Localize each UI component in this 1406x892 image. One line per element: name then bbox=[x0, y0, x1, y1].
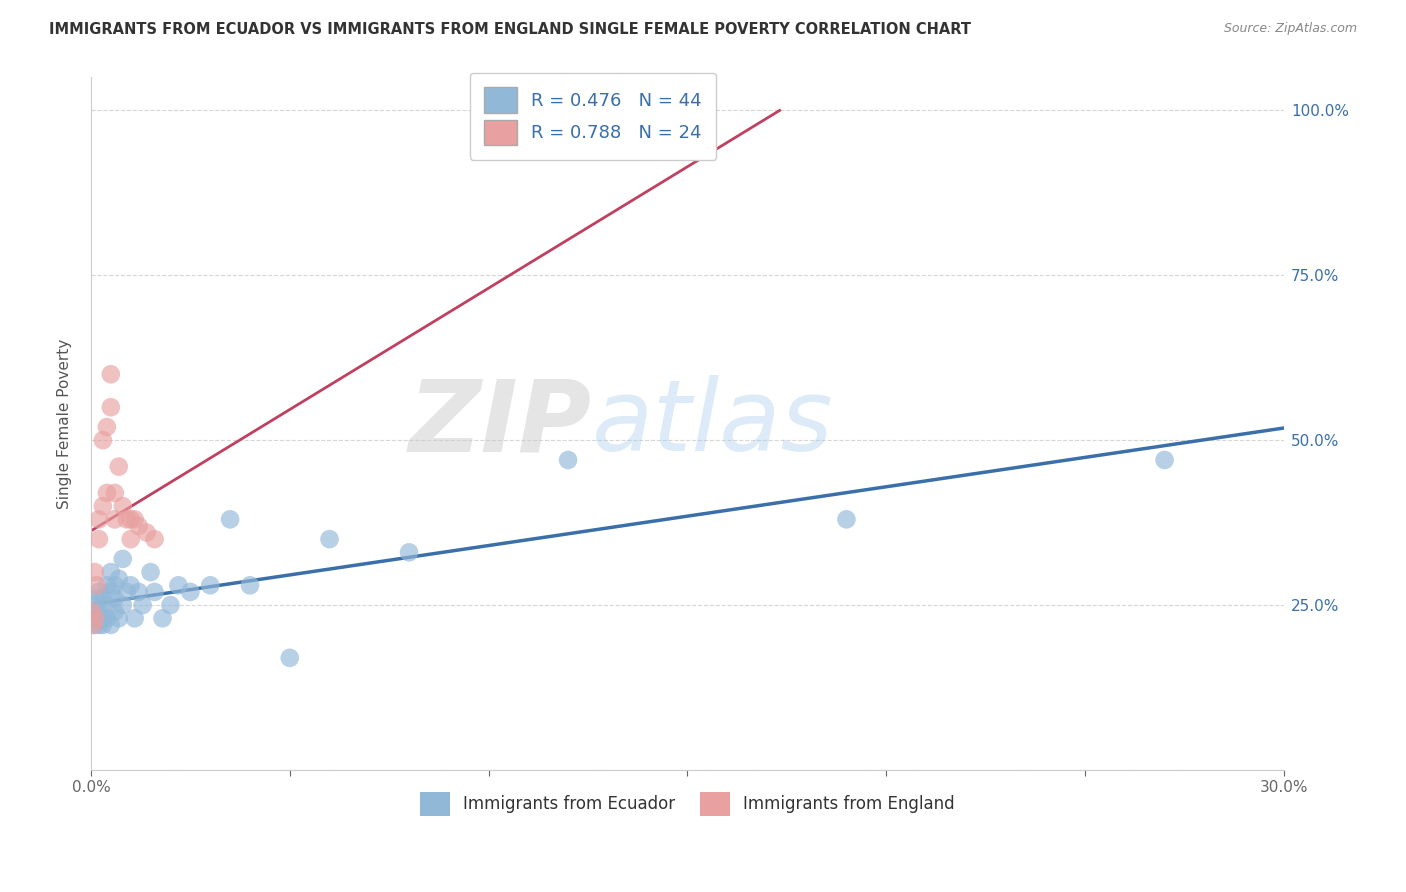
Point bbox=[835, 512, 858, 526]
Point bbox=[239, 578, 262, 592]
Point bbox=[143, 585, 166, 599]
Point bbox=[87, 605, 110, 619]
Point bbox=[100, 618, 122, 632]
Point bbox=[179, 585, 201, 599]
Point bbox=[96, 611, 118, 625]
Point bbox=[100, 368, 122, 382]
Point bbox=[557, 453, 579, 467]
Point bbox=[167, 578, 190, 592]
Point bbox=[82, 611, 104, 625]
Point bbox=[111, 598, 134, 612]
Point bbox=[91, 618, 114, 632]
Point bbox=[100, 401, 122, 415]
Legend: Immigrants from Ecuador, Immigrants from England: Immigrants from Ecuador, Immigrants from… bbox=[412, 784, 963, 824]
Point bbox=[131, 598, 153, 612]
Point bbox=[91, 499, 114, 513]
Point bbox=[159, 598, 181, 612]
Point bbox=[111, 552, 134, 566]
Point bbox=[120, 512, 142, 526]
Point bbox=[104, 605, 127, 619]
Point bbox=[128, 585, 150, 599]
Point bbox=[143, 532, 166, 546]
Point bbox=[87, 512, 110, 526]
Point bbox=[104, 512, 127, 526]
Point bbox=[115, 585, 138, 599]
Point bbox=[100, 585, 122, 599]
Point bbox=[120, 578, 142, 592]
Text: ZIP: ZIP bbox=[409, 376, 592, 472]
Point bbox=[219, 512, 242, 526]
Point bbox=[84, 565, 107, 579]
Point bbox=[84, 598, 107, 612]
Point bbox=[86, 578, 108, 592]
Point bbox=[139, 565, 162, 579]
Point bbox=[124, 611, 146, 625]
Point bbox=[152, 611, 174, 625]
Point bbox=[96, 420, 118, 434]
Point bbox=[104, 486, 127, 500]
Point bbox=[135, 525, 157, 540]
Point bbox=[91, 591, 114, 606]
Point bbox=[96, 578, 118, 592]
Point bbox=[87, 585, 110, 599]
Point bbox=[115, 512, 138, 526]
Point bbox=[107, 572, 129, 586]
Point bbox=[111, 499, 134, 513]
Point bbox=[278, 651, 301, 665]
Y-axis label: Single Female Poverty: Single Female Poverty bbox=[58, 339, 72, 508]
Point bbox=[120, 532, 142, 546]
Point bbox=[82, 618, 104, 632]
Point bbox=[107, 459, 129, 474]
Point bbox=[91, 611, 114, 625]
Point bbox=[1153, 453, 1175, 467]
Point bbox=[104, 578, 127, 592]
Point bbox=[398, 545, 420, 559]
Point bbox=[96, 486, 118, 500]
Point bbox=[84, 611, 107, 625]
Point bbox=[200, 578, 222, 592]
Point bbox=[318, 532, 340, 546]
Point bbox=[86, 605, 108, 619]
Point bbox=[96, 598, 118, 612]
Point bbox=[91, 434, 114, 448]
Point bbox=[82, 605, 104, 619]
Point bbox=[84, 618, 107, 632]
Text: atlas: atlas bbox=[592, 376, 834, 472]
Text: IMMIGRANTS FROM ECUADOR VS IMMIGRANTS FROM ENGLAND SINGLE FEMALE POVERTY CORRELA: IMMIGRANTS FROM ECUADOR VS IMMIGRANTS FR… bbox=[49, 22, 972, 37]
Text: Source: ZipAtlas.com: Source: ZipAtlas.com bbox=[1223, 22, 1357, 36]
Point bbox=[124, 512, 146, 526]
Point bbox=[128, 519, 150, 533]
Point bbox=[104, 591, 127, 606]
Point bbox=[100, 565, 122, 579]
Point bbox=[87, 618, 110, 632]
Point bbox=[107, 611, 129, 625]
Point bbox=[86, 591, 108, 606]
Point bbox=[87, 532, 110, 546]
